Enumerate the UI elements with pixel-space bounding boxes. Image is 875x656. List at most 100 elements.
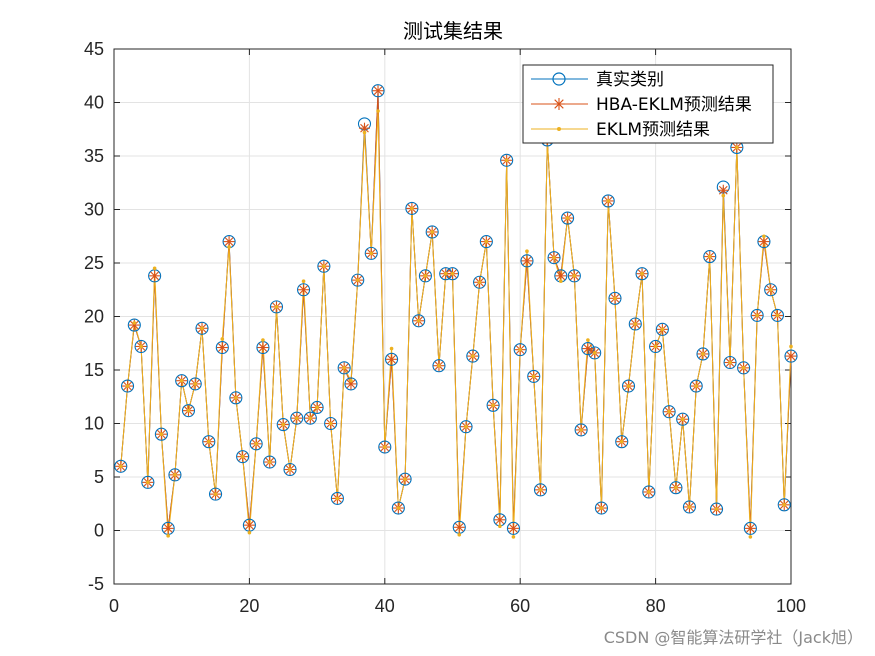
data-point-true [581,342,595,356]
data-point-eklm [355,278,360,282]
data-point-eklm [599,506,604,510]
data-point-eklm [511,535,516,539]
y-axis: -5 0 5 10 15 20 25 30 35 40 45 [84,39,791,594]
data-point-eklm [254,442,258,446]
data-point-true [770,308,785,322]
y-tick-label: 40 [84,93,104,113]
data-point-hba [216,342,228,354]
data-point-hba [494,514,506,526]
data-point-true [418,269,432,283]
legend: 真实类别 HBA-EKLM预测结果 EKLM预测结果 [522,64,774,144]
data-point-hba [785,350,797,362]
data-point-true [405,201,419,215]
data-point-eklm [416,318,421,323]
y-tick-label: 0 [94,521,104,541]
data-point-eklm [308,416,313,420]
data-point-true [601,194,615,208]
data-point-eklm [464,424,468,429]
data-point-eklm [782,503,787,507]
data-point-eklm [118,464,123,469]
data-point-eklm [261,338,265,342]
data-point-hba [744,522,756,534]
y-tick-label: 20 [84,307,104,327]
data-point-eklm [728,360,732,365]
data-point-eklm [633,322,638,326]
data-point-eklm [227,245,231,249]
data-point-true [764,283,778,297]
y-tick-label: 10 [84,414,104,434]
y-tick-label: 35 [84,146,104,166]
data-point-true [723,355,737,370]
data-point-eklm [667,409,671,414]
data-point-true [297,283,311,297]
data-point-eklm [531,374,536,379]
x-tick-label: 0 [109,596,119,616]
y-tick-label: 30 [84,200,104,220]
data-point-eklm [694,384,699,388]
data-point-eklm [342,366,346,370]
data-point-true [209,487,223,501]
data-point-true [473,275,487,289]
data-point-true [229,391,243,405]
data-point-true [621,379,636,393]
data-point-eklm [200,326,204,331]
data-point-true [263,455,277,469]
data-point-hba [521,255,533,267]
data-point-eklm [613,296,617,301]
data-point-true [364,246,378,260]
data-point-eklm [430,230,434,234]
data-point-eklm [443,271,448,276]
data-point-true [743,521,757,535]
series-markers-eklm [118,109,793,539]
data-point-true [175,374,189,388]
data-point-true [283,462,297,477]
data-point-true [276,418,290,432]
data-point-eklm [450,271,455,276]
data-point-true [344,377,358,391]
data-point-eklm [748,535,753,539]
data-point-eklm [403,477,407,481]
data-point-eklm [586,338,590,342]
data-point-eklm [572,274,577,278]
data-point-eklm [559,279,563,283]
data-point-eklm [152,266,157,271]
data-point-eklm [660,327,665,332]
data-point-true [351,273,365,287]
legend-circle-icon [552,72,566,86]
data-point-true [479,235,493,249]
legend-label-eklm: EKLM预测结果 [596,120,710,140]
data-point-eklm [552,255,556,260]
data-point-eklm [619,439,624,444]
data-point-eklm [498,524,502,529]
data-point-eklm [565,216,570,220]
data-point-eklm [626,384,631,388]
data-point-true [506,521,520,535]
data-point-true [120,379,135,393]
data-point-eklm [349,378,353,383]
y-tick-label: 5 [94,467,104,487]
data-point-true [594,501,608,515]
data-point-true [195,321,209,335]
data-point-true [527,369,541,383]
series-markers-true [114,84,798,535]
data-point-true [615,435,629,449]
data-point-hba [507,522,519,534]
data-point-true [168,468,182,482]
data-point-eklm [288,467,292,472]
data-point-eklm [159,432,164,437]
data-point-eklm [186,408,191,413]
data-point-true [500,153,514,167]
data-point-eklm [457,532,462,537]
data-point-true [202,435,216,449]
data-point-eklm [125,384,130,388]
data-point-eklm [396,506,401,510]
data-point-true [662,405,676,419]
y-tick-label: -5 [88,574,104,594]
legend-dot-icon [557,127,561,131]
data-point-true [588,346,602,360]
x-axis: 0 20 40 60 80 100 [109,49,806,616]
data-point-eklm [477,280,482,285]
x-tick-label: 60 [510,596,530,616]
data-point-eklm [274,305,279,309]
data-point-eklm [146,480,150,485]
